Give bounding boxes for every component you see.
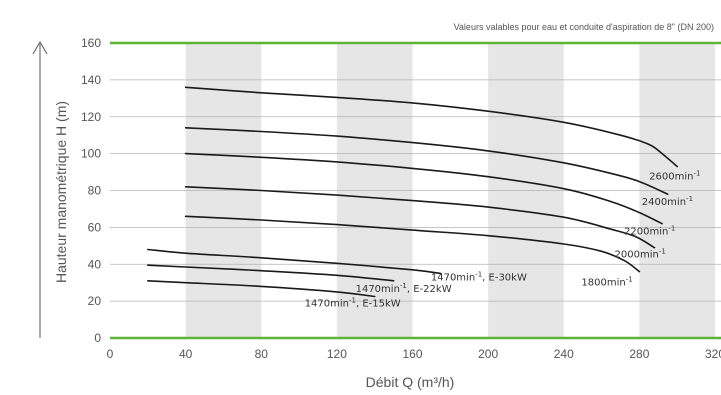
validity-note: Valeurs valables pour eau et conduite d'… — [454, 22, 714, 32]
y-tick-label: 60 — [88, 220, 102, 234]
curve-label: 2200min-1 — [624, 225, 675, 238]
y-tick-label: 140 — [81, 73, 101, 87]
performance-curve — [184, 215, 641, 273]
y-tick-label: 100 — [81, 147, 101, 161]
curve-label: 2000min-1 — [615, 248, 666, 261]
curve-labels: 2600min-1 2400min-1 2200min-1 2000min-1 1800… — [305, 170, 701, 310]
performance-curve — [147, 280, 376, 298]
y-tick-label: 80 — [88, 184, 102, 198]
performance-curves — [147, 86, 678, 298]
performance-curve — [184, 152, 663, 225]
curve-label: 1470min-1, E-22kW — [356, 282, 452, 295]
curve-label: 2600min-1 — [649, 170, 700, 183]
y-tick-label: 160 — [81, 36, 101, 50]
x-axis-label: Débit Q (m³/h) — [366, 374, 455, 390]
x-tick-label: 120 — [327, 347, 347, 361]
x-tick-label: 40 — [179, 347, 193, 361]
curve-label: 1800min-1 — [581, 276, 632, 289]
x-tick-label: 240 — [554, 347, 574, 361]
curve-label: 1470min-1, E-15kW — [305, 297, 401, 310]
y-axis-label: Hauteur manométrique H (m) — [53, 101, 69, 283]
performance-curve — [184, 86, 678, 168]
y-tick-labels: 0 20 40 60 80 100 120 140 160 — [81, 36, 101, 345]
performance-curve — [184, 186, 656, 249]
x-tick-label: 200 — [478, 347, 498, 361]
y-axis-arrow — [32, 41, 48, 338]
curve-label: 1470min-1, E-30kW — [431, 270, 527, 283]
x-tick-label: 80 — [255, 347, 269, 361]
x-tick-label: 0 — [107, 347, 114, 361]
y-tick-label: 20 — [88, 294, 102, 308]
y-tick-label: 40 — [88, 257, 102, 271]
performance-curve — [147, 248, 442, 275]
performance-curve — [184, 127, 669, 195]
x-tick-labels: 0 40 80 120 160 200 240 280 320 — [107, 347, 721, 361]
x-tick-label: 320 — [705, 347, 721, 361]
x-tick-label: 280 — [629, 347, 649, 361]
gridlines — [110, 79, 721, 302]
accent-lines — [110, 41, 721, 340]
curve-label: 2400min-1 — [642, 195, 693, 208]
y-tick-label: 120 — [81, 110, 101, 124]
x-tick-label: 160 — [402, 347, 422, 361]
performance-curve — [147, 264, 395, 282]
y-tick-label: 0 — [94, 331, 101, 345]
